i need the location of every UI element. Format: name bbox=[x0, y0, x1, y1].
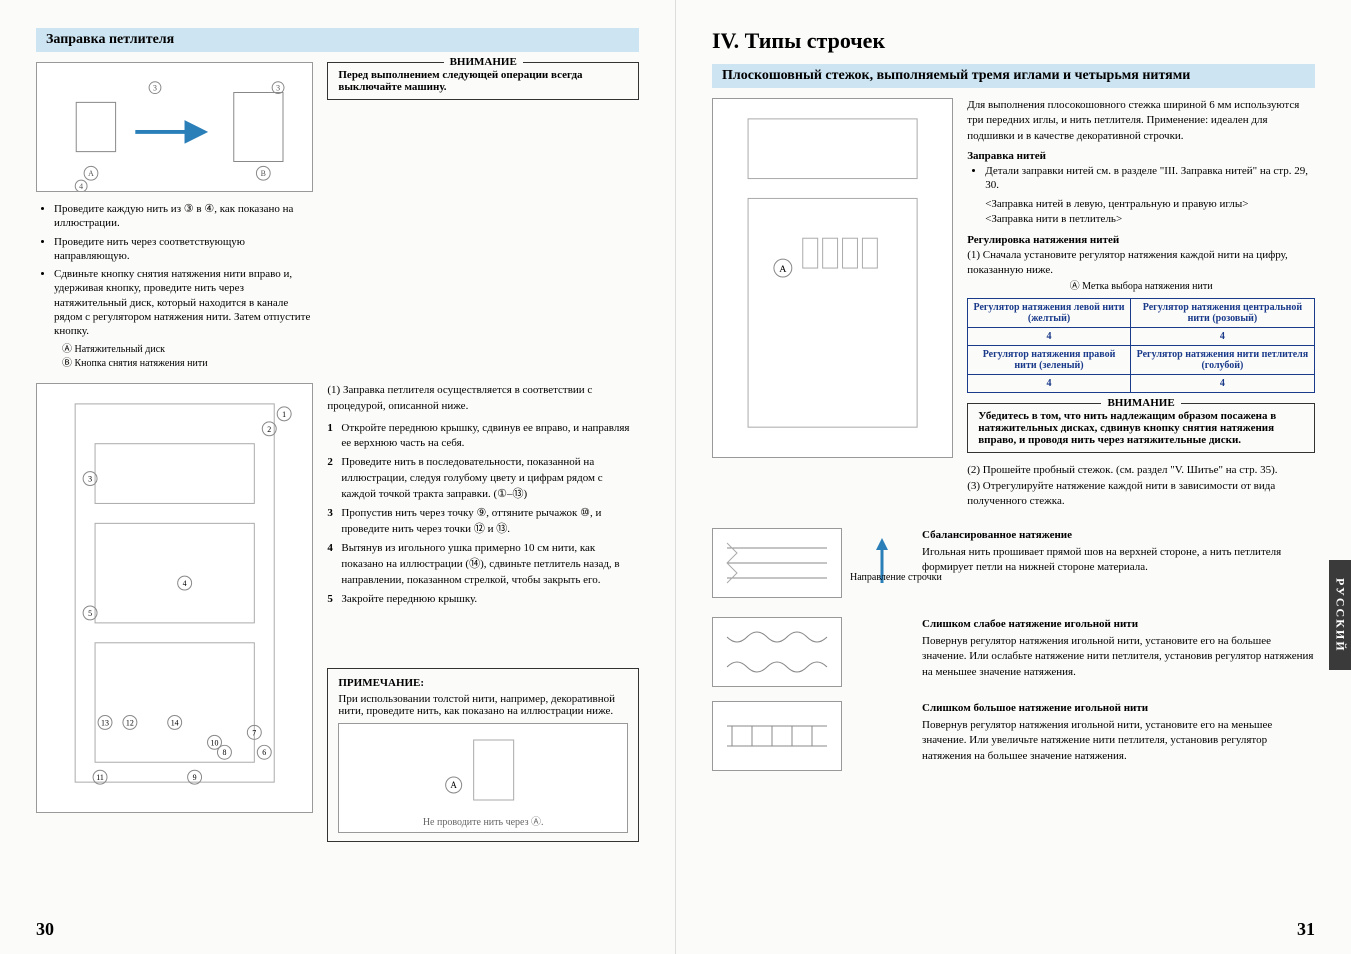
svg-text:4: 4 bbox=[183, 579, 187, 588]
label-a: Ⓐ Натяжительный диск bbox=[36, 343, 313, 357]
left-warning-box: ВНИМАНИЕ Перед выполнением следующей опе… bbox=[327, 62, 639, 100]
step-text: Пропустив нить через точку ⑨, оттяните р… bbox=[341, 506, 639, 538]
right-warning-box: ВНИМАНИЕ Убедитесь в том, что нить надле… bbox=[967, 403, 1315, 453]
page-31: IV. Типы строчек Плоскошовный стежок, вы… bbox=[676, 0, 1351, 954]
left-bullet-list: Проведите каждую нить из ③ в ④, как пока… bbox=[36, 202, 313, 339]
step-text: Откройте переднюю крышку, сдвинув ее впр… bbox=[341, 421, 639, 453]
bullet-item: Проведите нить через соответствующую нап… bbox=[54, 235, 313, 264]
note-title: ПРИМЕЧАНИЕ: bbox=[338, 677, 628, 689]
svg-text:A: A bbox=[88, 169, 94, 178]
svg-text:7: 7 bbox=[252, 728, 256, 737]
svg-text:10: 10 bbox=[211, 738, 219, 747]
diagram-placeholder: 1 2 3 4 5 6 7 8 9 10 11 12 13 14 bbox=[37, 384, 312, 812]
svg-text:9: 9 bbox=[193, 773, 197, 782]
tension-cell: Регулятор натяжения нити петлителя (голу… bbox=[1130, 346, 1314, 375]
left-section-header: Заправка петлителя bbox=[36, 28, 639, 52]
tension-cell: 4 bbox=[1130, 375, 1314, 393]
sample-text: Игольная нить прошивает прямой шов на ве… bbox=[922, 545, 1315, 576]
svg-text:11: 11 bbox=[96, 773, 104, 782]
stitch-swatch bbox=[712, 528, 842, 598]
left-upper-columns: 3 3 A B 4 Проведите каждую нить из ③ в ④… bbox=[36, 62, 639, 371]
note-caption: Не проводите нить через Ⓐ. bbox=[423, 813, 544, 828]
page-number-right: 31 bbox=[1297, 919, 1315, 940]
stitch-samples-block: Сбалансированное натяжение Игольная нить… bbox=[712, 528, 1315, 771]
svg-text:3: 3 bbox=[88, 474, 92, 483]
bullet-item: Проведите каждую нить из ③ в ④, как пока… bbox=[54, 202, 313, 231]
right-section-header: Плоскошовный стежок, выполняемый тремя и… bbox=[712, 64, 1315, 88]
stitch-sample-tight: Слишком большое натяжение игольной нити … bbox=[712, 701, 1315, 771]
warning-text: Перед выполнением следующей операции все… bbox=[338, 69, 628, 93]
figure-machine-threading: 1 2 3 4 5 6 7 8 9 10 11 12 13 14 bbox=[36, 383, 313, 813]
warning-title: ВНИМАНИЕ bbox=[444, 56, 523, 68]
svg-text:4: 4 bbox=[79, 182, 83, 191]
svg-text:6: 6 bbox=[262, 748, 266, 757]
tension-table: Регулятор натяжения левой нити (желтый) … bbox=[967, 298, 1315, 393]
diagram-placeholder: 3 3 A B 4 bbox=[37, 63, 312, 191]
threading-notes: Детали заправки нитей см. в разделе "III… bbox=[967, 164, 1315, 193]
page-30: Заправка петлителя 3 3 A B 4 bbox=[0, 0, 676, 954]
tension-cell: 4 bbox=[968, 375, 1131, 393]
bullet-item: Сдвиньте кнопку снятия натяжения нити вп… bbox=[54, 267, 313, 338]
adjust-step-3: (3) Отрегулируйте натяжение каждой нити … bbox=[967, 479, 1315, 510]
sample-text: Повернув регулятор натяжения игольной ни… bbox=[922, 718, 1315, 764]
step-text: Вытянув из игольного ушка примерно 10 см… bbox=[341, 541, 639, 589]
tension-cell: Регулятор натяжения левой нити (желтый) bbox=[968, 299, 1131, 328]
stitch-swatch bbox=[712, 701, 842, 771]
warning-title: ВНИМАНИЕ bbox=[1101, 397, 1180, 409]
svg-text:14: 14 bbox=[171, 718, 179, 727]
sample-heading: Сбалансированное натяжение bbox=[922, 528, 1315, 543]
tension-cell: 4 bbox=[968, 328, 1131, 346]
tension-cell: Регулятор натяжения центральной нити (ро… bbox=[1130, 299, 1314, 328]
svg-text:B: B bbox=[261, 169, 266, 178]
subhead-threading: Заправка нитей bbox=[967, 150, 1315, 162]
mark-a-label: Ⓐ Метка выбора натяжения нити bbox=[967, 280, 1315, 294]
svg-text:1: 1 bbox=[282, 410, 286, 419]
chapter-title: IV. Типы строчек bbox=[712, 28, 1315, 54]
threading-procedure: (1) Заправка петлителя осуществляется в … bbox=[327, 383, 639, 608]
svg-text:A: A bbox=[779, 264, 787, 275]
sample-text: Повернув регулятор натяжения игольной ни… bbox=[922, 634, 1315, 680]
tension-cell: Регулятор натяжения правой нити (зеленый… bbox=[968, 346, 1131, 375]
procedure-intro: (1) Заправка петлителя осуществляется в … bbox=[327, 383, 639, 415]
sample-heading: Слишком большое натяжение игольной нити bbox=[922, 701, 1315, 716]
adjust-step-2: (2) Прошейте пробный стежок. (см. раздел… bbox=[967, 463, 1315, 478]
figure-thread-guide-top: 3 3 A B 4 bbox=[36, 62, 313, 192]
svg-text:2: 2 bbox=[267, 424, 271, 433]
figure-note-thick-thread: A Не проводите нить через Ⓐ. bbox=[338, 723, 628, 833]
note-box: ПРИМЕЧАНИЕ: При использовании толстой ни… bbox=[327, 668, 639, 842]
warning-text: Убедитесь в том, что нить надлежащим обр… bbox=[978, 410, 1304, 446]
svg-text:8: 8 bbox=[222, 748, 226, 757]
figure-machine-coverstitch: A bbox=[712, 98, 953, 458]
tension-cell: 4 bbox=[1130, 328, 1314, 346]
svg-text:13: 13 bbox=[101, 718, 109, 727]
label-b: Ⓑ Кнопка снятия натяжения нити bbox=[36, 357, 313, 371]
subhead-adjust: Регулировка натяжения нитей bbox=[967, 234, 1315, 246]
threading-angle-1: <Заправка нитей в левую, центральную и п… bbox=[967, 197, 1315, 212]
adjust-step-1: (1) Сначала установите регулятор натяжен… bbox=[967, 248, 1315, 279]
svg-text:A: A bbox=[450, 780, 457, 790]
language-tab: РУССКИЙ bbox=[1329, 560, 1351, 670]
stitch-sample-balanced: Сбалансированное натяжение Игольная нить… bbox=[712, 528, 1315, 603]
left-lower-columns: 1 2 3 4 5 6 7 8 9 10 11 12 13 14 bbox=[36, 383, 639, 842]
sample-heading: Слишком слабое натяжение игольной нити bbox=[922, 617, 1315, 632]
direction-label: Направление строчки bbox=[850, 572, 942, 584]
coverstitch-intro: Для выполнения плосокошовного стежка шир… bbox=[967, 98, 1315, 144]
stitch-swatch bbox=[712, 617, 842, 687]
svg-text:3: 3 bbox=[153, 84, 157, 93]
right-upper-columns: A Для выполнения плосокошовного стежка ш… bbox=[712, 98, 1315, 510]
step-text: Закройте переднюю крышку. bbox=[341, 592, 477, 608]
svg-text:12: 12 bbox=[126, 718, 134, 727]
stitch-sample-loose: Слишком слабое натяжение игольной нити П… bbox=[712, 617, 1315, 687]
page-spread: Заправка петлителя 3 3 A B 4 bbox=[0, 0, 1351, 954]
svg-text:3: 3 bbox=[276, 84, 280, 93]
step-text: Проведите нить в последовательности, пок… bbox=[341, 455, 639, 503]
svg-text:5: 5 bbox=[88, 609, 92, 618]
threading-angle-2: <Заправка нити в петлитель> bbox=[967, 212, 1315, 227]
note-text: При использовании толстой нити, например… bbox=[338, 693, 628, 717]
page-number-left: 30 bbox=[36, 919, 54, 940]
threading-note: Детали заправки нитей см. в разделе "III… bbox=[985, 164, 1315, 193]
